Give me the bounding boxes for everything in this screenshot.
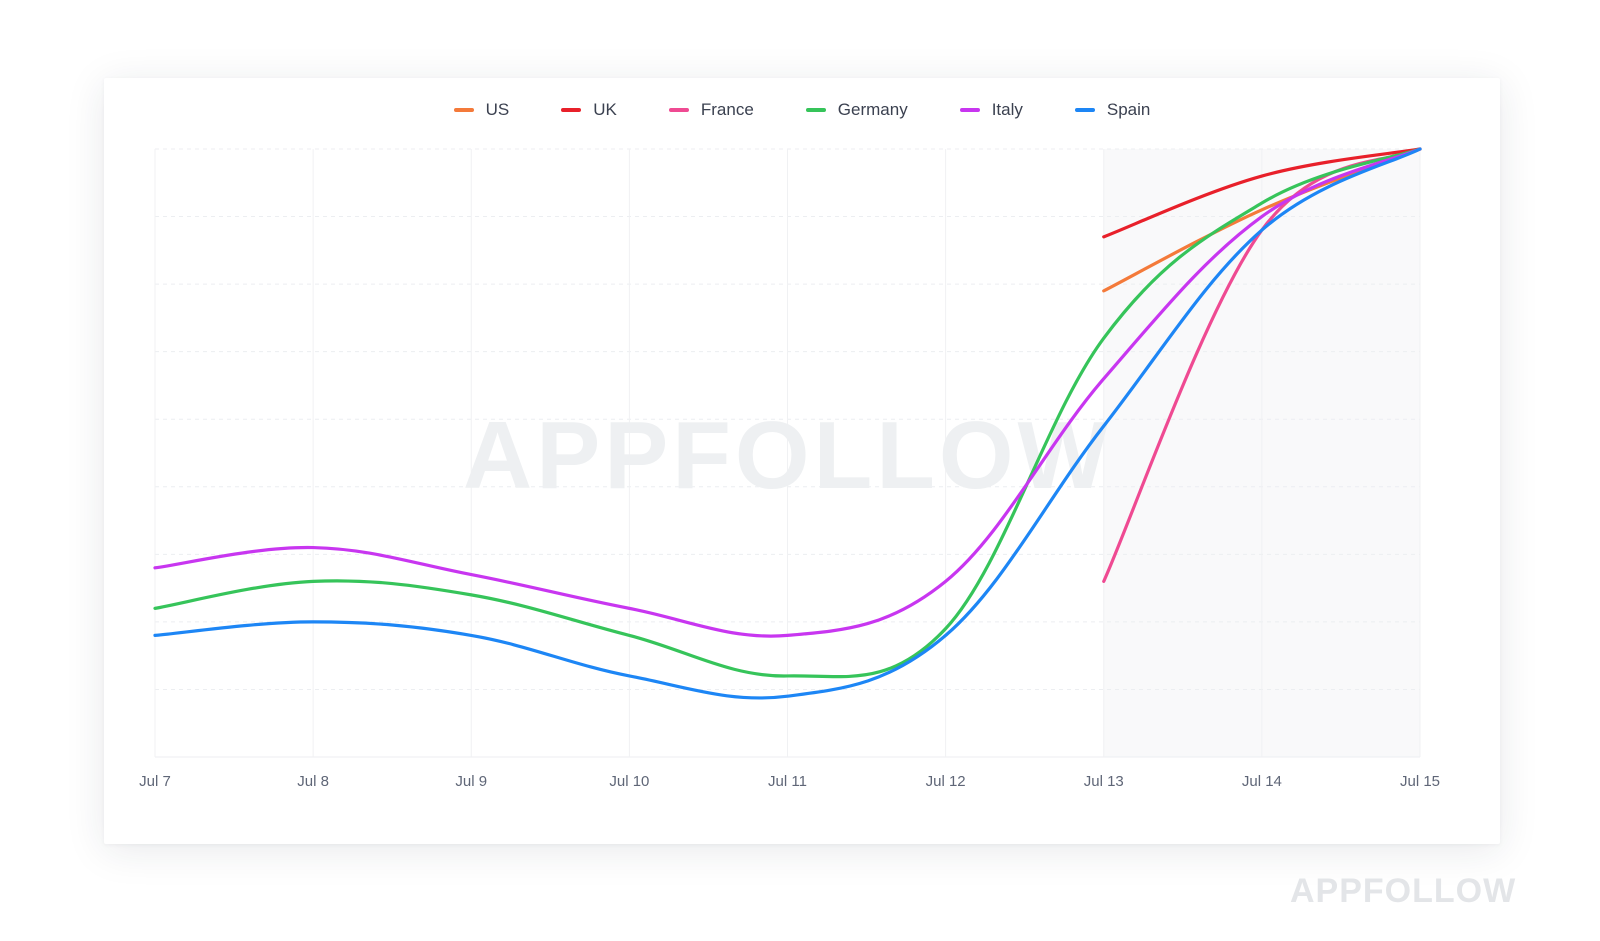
- x-tick-label: Jul 14: [1242, 773, 1282, 790]
- x-tick-label: Jul 11: [768, 773, 807, 790]
- legend-label: US: [485, 100, 510, 119]
- legend-item-uk[interactable]: UK: [561, 100, 617, 120]
- legend-swatch: [453, 108, 474, 112]
- x-tick-label: Jul 10: [609, 773, 649, 790]
- line-chart: APPFOLLOW Jul 7 Jul 8 Jul 9 Jul 10 Jul 11 Jul …: [139, 147, 1440, 790]
- legend-label: Italy: [991, 100, 1023, 119]
- legend-label: Germany: [837, 100, 908, 119]
- x-tick-label: Jul 13: [1084, 773, 1124, 790]
- series-line-germany: [153, 147, 1422, 679]
- legend-swatch: [1074, 108, 1095, 112]
- legend-swatch: [561, 108, 582, 112]
- brand-logo: APPFOLLOW: [1290, 872, 1517, 910]
- chart-card: US UK France Germany Italy Spain APPFOLLOW Jul…: [104, 78, 1500, 844]
- watermark-text: APPFOLLOW: [463, 402, 1112, 509]
- legend-item-france[interactable]: France: [668, 100, 754, 120]
- legend-item-us[interactable]: US: [453, 100, 510, 120]
- legend-swatch: [805, 108, 826, 112]
- series-line-spain: [153, 147, 1422, 700]
- legend-item-italy[interactable]: Italy: [959, 100, 1023, 120]
- x-tick-label: Jul 12: [926, 773, 966, 790]
- legend-item-germany[interactable]: Germany: [805, 100, 908, 120]
- legend-label: UK: [593, 100, 617, 119]
- legend-item-spain[interactable]: Spain: [1074, 100, 1151, 120]
- series-line-uk: [1102, 147, 1422, 239]
- x-tick-label: Jul 8: [297, 773, 329, 790]
- legend-swatch: [668, 108, 689, 112]
- legend-label: France: [700, 100, 754, 119]
- series-line-italy: [153, 147, 1422, 638]
- x-tick-label: Jul 15: [1400, 773, 1440, 790]
- legend-swatch: [959, 108, 980, 112]
- x-tick-label: Jul 7: [139, 773, 171, 790]
- legend-label: Spain: [1106, 100, 1151, 119]
- x-tick-label: Jul 9: [455, 773, 487, 790]
- legend: US UK France Germany Italy Spain: [104, 100, 1500, 120]
